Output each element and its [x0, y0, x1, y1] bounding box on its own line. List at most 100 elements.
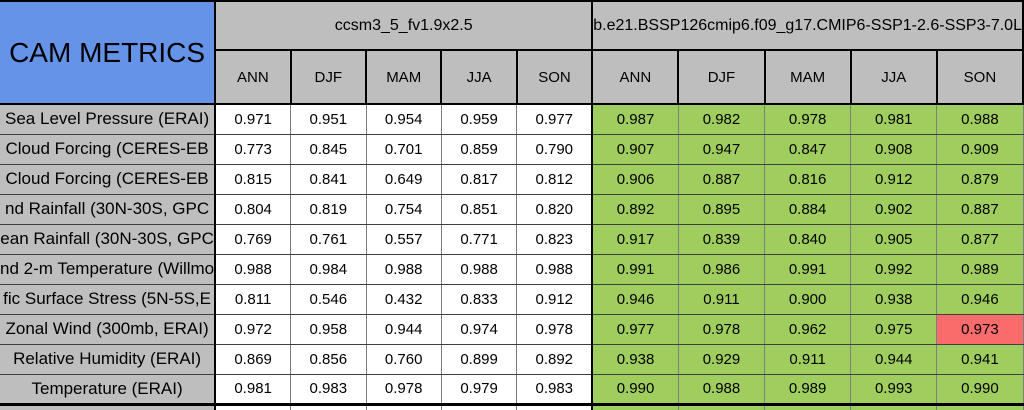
metric-row: Cloud Forcing (CERES-EB 0.815 0.841 0.64… [0, 163, 1024, 195]
value-cell: 0.908 [850, 133, 938, 165]
metric-row: Relative Humidity (ERAI) 0.869 0.856 0.7… [0, 343, 1024, 375]
partial-row-cell [214, 404, 292, 410]
partial-row-cell [591, 404, 679, 410]
value-cell: 0.909 [936, 133, 1024, 165]
value-cell: 0.978 [764, 103, 852, 135]
value-cell: 0.900 [764, 283, 852, 315]
partial-row-cell [516, 404, 593, 410]
metric-label-cell: ean Rainfall (30N-30S, GPC [0, 223, 217, 255]
value-cell: 0.944 [850, 343, 938, 375]
metric-label-cell: Cloud Forcing (CERES-EB [0, 163, 217, 195]
value-cell: 0.906 [591, 163, 679, 195]
season-header-cell: SON [935, 49, 1024, 105]
value-cell: 0.992 [850, 253, 938, 285]
value-cell-highlighted-red: 0.973 [936, 313, 1024, 345]
value-cell: 0.988 [365, 253, 442, 285]
partial-row-cell [764, 404, 852, 410]
table-title: CAM METRICS [9, 36, 206, 68]
value-cell: 0.811 [214, 283, 292, 315]
model-2-header-cell: b.e21.BSSP126cmip6.f09_g17.CMIP6-SSP1-2.… [591, 0, 1024, 51]
value-cell: 0.982 [677, 103, 766, 135]
value-cell: 0.892 [516, 343, 593, 375]
partial-row-cell [290, 404, 367, 410]
table-title-cell: CAM METRICS [0, 0, 217, 105]
value-cell: 0.974 [440, 313, 518, 345]
value-cell: 0.856 [290, 343, 367, 375]
metric-label-cell: Temperature (ERAI) [0, 373, 217, 406]
value-cell: 0.816 [764, 163, 852, 195]
model-1-header-cell: ccsm3_5_fv1.9x2.5 [214, 0, 594, 51]
season-header-cell: DJF [677, 49, 766, 105]
partial-row-cell [0, 404, 217, 410]
value-cell: 0.823 [516, 223, 593, 255]
value-cell: 0.978 [365, 373, 442, 406]
value-cell: 0.546 [290, 283, 367, 315]
value-cell: 0.911 [677, 283, 766, 315]
value-cell: 0.899 [440, 343, 518, 375]
value-cell: 0.557 [365, 223, 442, 255]
season-header-cell: JJA [849, 49, 938, 105]
value-cell: 0.981 [214, 373, 292, 406]
value-cell: 0.845 [290, 133, 367, 165]
value-cell: 0.981 [850, 103, 938, 135]
partial-row-cell [936, 404, 1024, 410]
partial-row-cell [677, 404, 766, 410]
value-cell: 0.993 [850, 373, 938, 406]
season-header-row: ANN DJF MAM JJA SON ANN DJF MAM JJA SON [0, 49, 1024, 105]
value-cell: 0.887 [677, 163, 766, 195]
value-cell: 0.884 [764, 193, 852, 225]
value-cell: 0.938 [850, 283, 938, 315]
value-cell: 0.946 [936, 283, 1024, 315]
value-cell: 0.769 [214, 223, 292, 255]
metric-row: fic Surface Stress (5N-5S,E 0.811 0.546 … [0, 283, 1024, 315]
value-cell: 0.991 [764, 253, 852, 285]
value-cell: 0.905 [850, 223, 938, 255]
value-cell: 0.989 [936, 253, 1024, 285]
metric-label-cell: Zonal Wind (300mb, ERAI) [0, 313, 217, 345]
value-cell: 0.851 [440, 193, 518, 225]
value-cell: 0.978 [516, 313, 593, 345]
value-cell: 0.833 [440, 283, 518, 315]
value-cell: 0.841 [290, 163, 367, 195]
value-cell: 0.959 [440, 103, 518, 135]
value-cell: 0.983 [290, 373, 367, 406]
value-cell: 0.978 [677, 313, 766, 345]
value-cell: 0.912 [850, 163, 938, 195]
model-header-row: CAM METRICS ccsm3_5_fv1.9x2.5 b.e21.BSSP… [0, 0, 1024, 105]
metric-label-cell: nd 2-m Temperature (Willmo [0, 253, 217, 285]
season-header-cell: MAM [364, 49, 443, 105]
metric-row: nd Rainfall (30N-30S, GPC 0.804 0.819 0.… [0, 193, 1024, 225]
value-cell: 0.917 [591, 223, 679, 255]
model-2-name: b.e21.BSSP126cmip6.f09_g17.CMIP6-SSP1-2.… [593, 16, 1022, 34]
value-cell: 0.944 [365, 313, 442, 345]
value-cell: 0.840 [764, 223, 852, 255]
value-cell: 0.754 [365, 193, 442, 225]
value-cell: 0.432 [365, 283, 442, 315]
value-cell: 0.988 [214, 253, 292, 285]
value-cell: 0.892 [591, 193, 679, 225]
value-cell: 0.947 [677, 133, 766, 165]
value-cell: 0.990 [936, 373, 1024, 406]
value-cell: 0.847 [764, 133, 852, 165]
value-cell: 0.988 [936, 103, 1024, 135]
value-cell: 0.946 [591, 283, 679, 315]
value-cell: 0.760 [365, 343, 442, 375]
value-cell: 0.988 [677, 373, 766, 406]
value-cell: 0.879 [936, 163, 1024, 195]
value-cell: 0.911 [764, 343, 852, 375]
value-cell: 0.951 [290, 103, 367, 135]
season-header-cell: ANN [591, 49, 680, 105]
value-cell: 0.958 [290, 313, 367, 345]
value-cell: 0.971 [214, 103, 292, 135]
value-cell: 0.975 [850, 313, 938, 345]
value-cell: 0.877 [936, 223, 1024, 255]
season-header-cell: ANN [214, 49, 292, 105]
metric-row: ean Rainfall (30N-30S, GPC 0.769 0.761 0… [0, 223, 1024, 255]
value-cell: 0.907 [591, 133, 679, 165]
value-cell: 0.938 [591, 343, 679, 375]
metric-label-cell: fic Surface Stress (5N-5S,E [0, 283, 217, 315]
value-cell: 0.771 [440, 223, 518, 255]
value-cell: 0.701 [365, 133, 442, 165]
value-cell: 0.984 [290, 253, 367, 285]
